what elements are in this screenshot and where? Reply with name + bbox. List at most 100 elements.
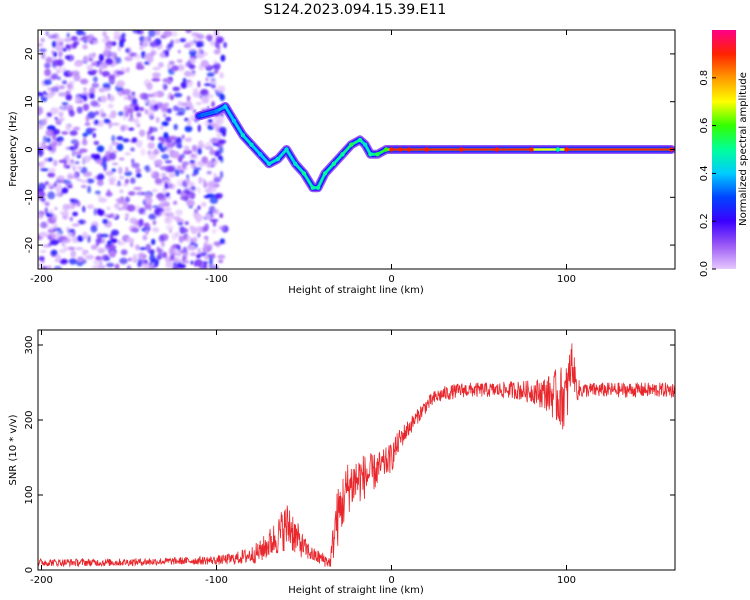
noise-blob — [212, 64, 219, 69]
y-tick-label: 0 — [24, 146, 35, 152]
noise-blob — [133, 118, 140, 125]
noise-blob — [82, 205, 86, 213]
noise-blob — [203, 242, 208, 249]
noise-blob — [221, 131, 226, 137]
ridge-segment — [285, 148, 297, 165]
noise-blob — [154, 178, 163, 185]
y-tick-label: 20 — [24, 48, 35, 61]
noise-blob — [77, 256, 84, 262]
noise-blob — [53, 159, 58, 167]
noise-blob — [206, 243, 213, 252]
ridge-point — [258, 152, 263, 157]
noise-blob — [118, 242, 126, 246]
colorbar-label: Normalized spectral amplitude — [738, 72, 749, 226]
ridge-point — [555, 147, 560, 152]
noise-blob — [218, 139, 227, 144]
noise-blob — [66, 226, 70, 232]
noise-blob — [213, 241, 222, 246]
ridge-point — [214, 109, 219, 114]
noise-blob — [47, 147, 53, 151]
noise-blob — [105, 58, 114, 65]
snr-plot-area — [38, 330, 675, 570]
noise-blob — [109, 213, 114, 219]
noise-blob — [85, 250, 89, 254]
noise-blob — [153, 128, 157, 132]
ridge-point — [389, 147, 394, 152]
noise-blob — [80, 78, 89, 85]
noise-blob — [166, 108, 172, 114]
noise-blob — [152, 219, 157, 226]
noise-blob — [192, 87, 199, 94]
x-tick-label: 100 — [557, 575, 576, 586]
noise-blob — [168, 60, 175, 65]
noise-blob — [188, 63, 196, 70]
noise-blob — [158, 62, 164, 68]
noise-blob — [93, 259, 101, 266]
noise-blob — [168, 173, 176, 178]
noise-blob — [38, 262, 42, 268]
noise-blob — [72, 203, 77, 208]
noise-blob — [91, 62, 97, 67]
noise-blob — [175, 209, 183, 216]
x-tick-label: 0 — [388, 575, 394, 586]
noise-blob — [120, 249, 128, 256]
noise-blob — [191, 144, 197, 152]
noise-blob — [64, 55, 70, 60]
noise-blob — [155, 30, 161, 36]
noise-blob — [148, 126, 153, 134]
noise-blob — [157, 197, 167, 202]
noise-blob — [105, 170, 114, 176]
noise-blob — [151, 78, 161, 82]
noise-blob — [59, 258, 68, 265]
noise-blob — [189, 104, 194, 111]
noise-blob — [53, 265, 62, 269]
noise-blob — [149, 265, 154, 269]
noise-blob — [187, 48, 197, 52]
noise-blob — [167, 63, 171, 70]
ridge-point — [564, 147, 569, 152]
noise-blob — [206, 72, 215, 77]
noise-blob — [84, 122, 91, 126]
noise-blob — [80, 184, 87, 189]
noise-blob — [43, 94, 47, 98]
ridge-point — [349, 142, 354, 147]
noise-blob — [149, 41, 159, 48]
noise-blob — [201, 89, 210, 98]
noise-blob — [136, 112, 142, 118]
noise-blob — [141, 39, 149, 48]
noise-blob — [177, 263, 186, 269]
noise-blob — [213, 70, 219, 74]
noise-blob — [128, 127, 135, 131]
ridge-segment — [232, 119, 244, 137]
noise-blob — [139, 45, 144, 51]
noise-blob — [108, 250, 116, 258]
noise-blob — [68, 246, 75, 250]
noise-blob — [47, 183, 53, 188]
noise-blob — [117, 180, 121, 187]
y-tick-label: 200 — [24, 410, 35, 429]
noise-blob — [114, 203, 120, 209]
ridge-point — [459, 147, 464, 152]
noise-blob — [58, 51, 63, 57]
noise-blob — [186, 199, 195, 207]
noise-blob — [96, 179, 104, 186]
noise-blob — [96, 175, 100, 181]
x-tick-label: -100 — [205, 274, 228, 285]
noise-blob — [55, 254, 62, 262]
noise-blob — [201, 144, 205, 148]
noise-blob — [155, 117, 160, 123]
noise-blob — [187, 118, 191, 127]
noise-blob — [194, 152, 198, 161]
noise-blob — [156, 38, 161, 45]
noise-blob — [163, 30, 172, 37]
noise-blob — [135, 65, 145, 70]
noise-blob — [43, 79, 52, 86]
noise-blob — [139, 247, 147, 251]
noise-blob — [185, 42, 190, 47]
noise-blob — [205, 142, 212, 148]
noise-blob — [44, 202, 50, 207]
noise-blob — [205, 77, 209, 82]
noise-blob — [149, 103, 153, 111]
noise-blob — [173, 257, 181, 263]
ridge-point — [301, 171, 307, 176]
